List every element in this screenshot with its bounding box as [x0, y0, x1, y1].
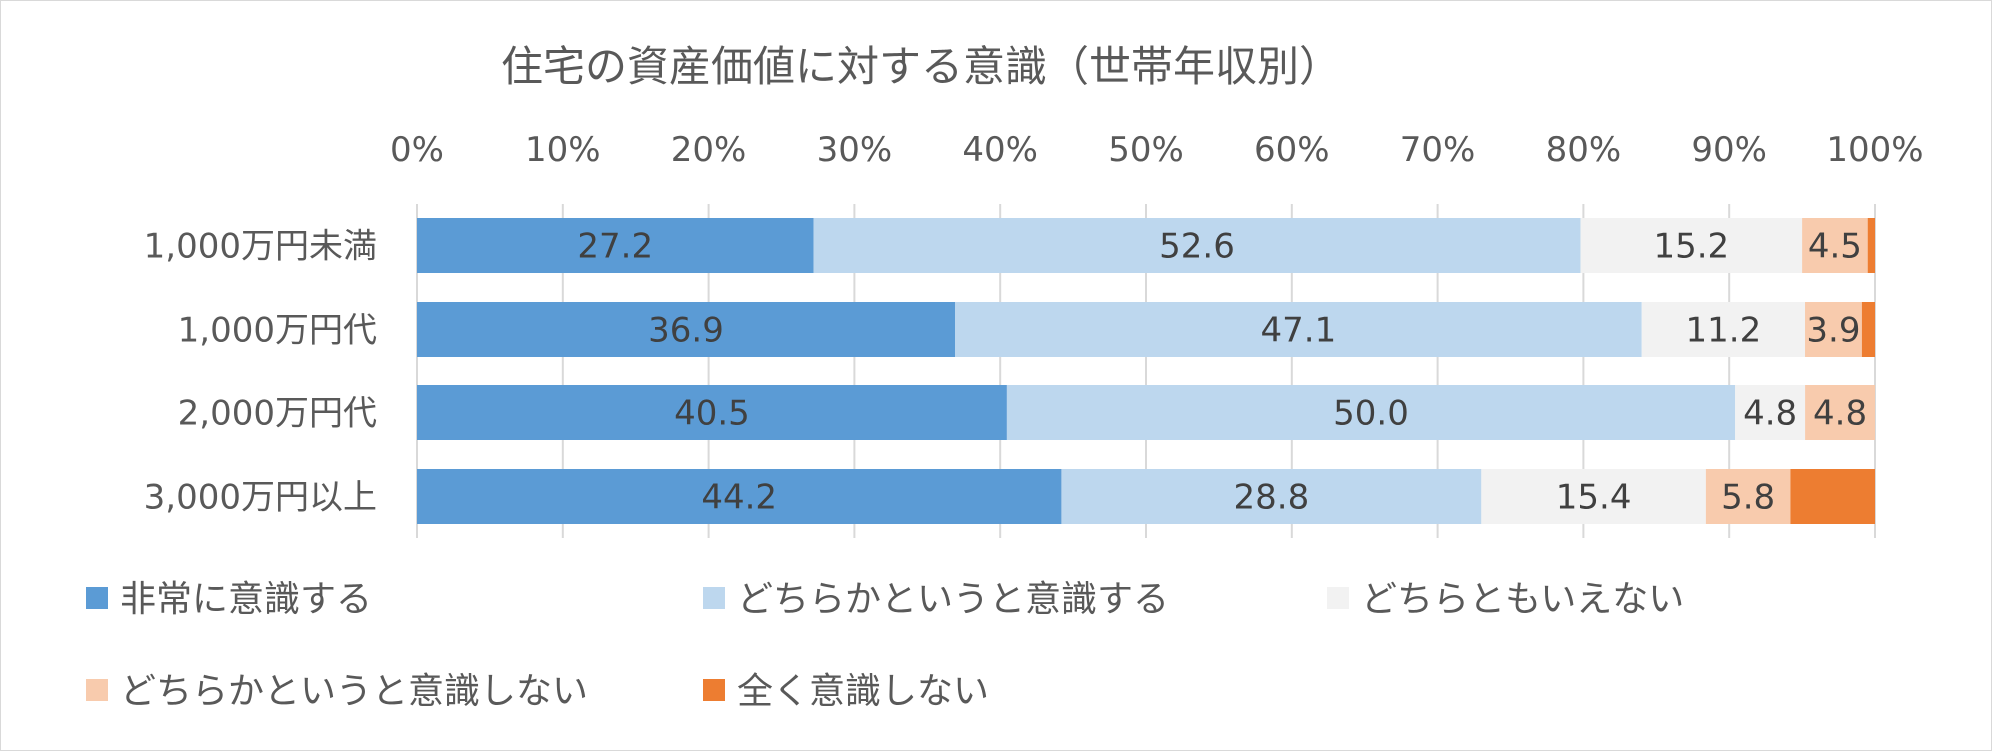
x-tick-label: 50%: [1108, 130, 1184, 170]
bar-segment: [1805, 302, 1862, 357]
bar-segment: [417, 218, 814, 273]
x-tick-label: 20%: [671, 130, 747, 170]
category-label: 1,000万円未満: [144, 227, 377, 267]
bar-segment: [417, 385, 1007, 440]
bar-segment: [417, 469, 1062, 524]
data-label: 15.2: [1653, 227, 1729, 267]
bar-segment: [1867, 218, 1875, 273]
x-tick-label: 10%: [525, 130, 601, 170]
data-label: 28.8: [1234, 478, 1310, 518]
bar-segment: [1061, 469, 1482, 524]
bar-segment: [955, 302, 1642, 357]
data-label: 4.5: [1808, 227, 1862, 267]
data-label: 27.2: [577, 227, 653, 267]
y-axis-category-labels: 1,000万円未満 1,000万円代 2,000万円代 3,000万円以上: [144, 227, 377, 518]
x-tick-label: 70%: [1400, 130, 1476, 170]
data-label: 11.2: [1686, 311, 1762, 351]
legend-label: 全く意識しない: [737, 671, 989, 712]
bar-segment: [1861, 302, 1875, 357]
category-label: 2,000万円代: [178, 394, 377, 434]
category-label: 1,000万円代: [178, 311, 377, 351]
data-label: 5.8: [1721, 478, 1775, 518]
legend-swatch: [86, 587, 108, 609]
chart-title: 住宅の資産価値に対する意識（世帯年収別）: [501, 42, 1341, 91]
category-label: 3,000万円以上: [144, 478, 377, 518]
x-tick-label: 80%: [1546, 130, 1622, 170]
legend-swatch: [703, 679, 725, 701]
x-tick-label: 90%: [1691, 130, 1767, 170]
bar-segment: [1481, 469, 1706, 524]
bar-segment: [1790, 469, 1875, 524]
bar-segment: [417, 302, 956, 357]
bar-segment: [1802, 218, 1868, 273]
bar-segment: [813, 218, 1581, 273]
legend-swatch: [1327, 587, 1349, 609]
data-label: 4.8: [1743, 394, 1797, 434]
legend-label: どちらともいえない: [1361, 579, 1684, 620]
bars: 27.2 52.6 15.2 4.5 36.9 47.1 11.2 3.9 40.5 50.0 4.…: [417, 218, 1875, 524]
data-label: 36.9: [648, 311, 724, 351]
x-axis-tick-labels: 0% 10% 20% 30% 40% 50% 60% 70% 80% 90% 100%: [390, 130, 1924, 170]
data-label: 47.1: [1261, 311, 1337, 351]
bar-segment: [1580, 218, 1803, 273]
data-label: 52.6: [1159, 227, 1235, 267]
x-tick-label: 100%: [1826, 130, 1923, 170]
legend-label: どちらかというと意識する: [737, 579, 1169, 620]
legend-label: どちらかというと意識しない: [120, 671, 588, 712]
legend: 非常に意識する どちらかというと意識する どちらともいえないどちらかというと意識しな…: [86, 579, 1684, 712]
x-tick-label: 0%: [390, 130, 444, 170]
legend-label: 非常に意識する: [120, 579, 372, 620]
legend-swatch: [703, 587, 725, 609]
legend-swatch: [86, 679, 108, 701]
data-label: 40.5: [674, 394, 750, 434]
data-label: 4.8: [1813, 394, 1867, 434]
data-label: 50.0: [1333, 394, 1409, 434]
bar-segment: [1641, 302, 1806, 357]
x-tick-label: 60%: [1254, 130, 1330, 170]
bar-segment: [1006, 385, 1736, 440]
bar-segment: [1705, 469, 1791, 524]
x-tick-label: 40%: [962, 130, 1038, 170]
x-tick-label: 30%: [817, 130, 893, 170]
data-label: 44.2: [701, 478, 777, 518]
bar-segment: [1735, 385, 1806, 440]
data-label: 3.9: [1806, 311, 1860, 351]
data-label: 15.4: [1556, 478, 1632, 518]
bar-segment: [1805, 385, 1875, 440]
